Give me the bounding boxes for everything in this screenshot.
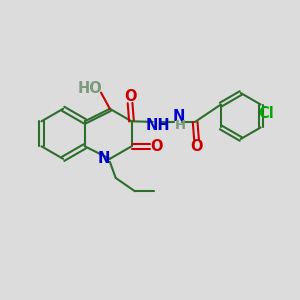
Text: O: O xyxy=(150,139,163,154)
Text: N: N xyxy=(97,151,110,166)
Text: Cl: Cl xyxy=(258,106,274,122)
Text: HO: HO xyxy=(77,81,102,96)
Text: H: H xyxy=(175,119,186,132)
Text: NH: NH xyxy=(146,118,170,133)
Text: O: O xyxy=(190,139,203,154)
Text: N: N xyxy=(173,109,185,124)
Text: O: O xyxy=(124,89,136,104)
